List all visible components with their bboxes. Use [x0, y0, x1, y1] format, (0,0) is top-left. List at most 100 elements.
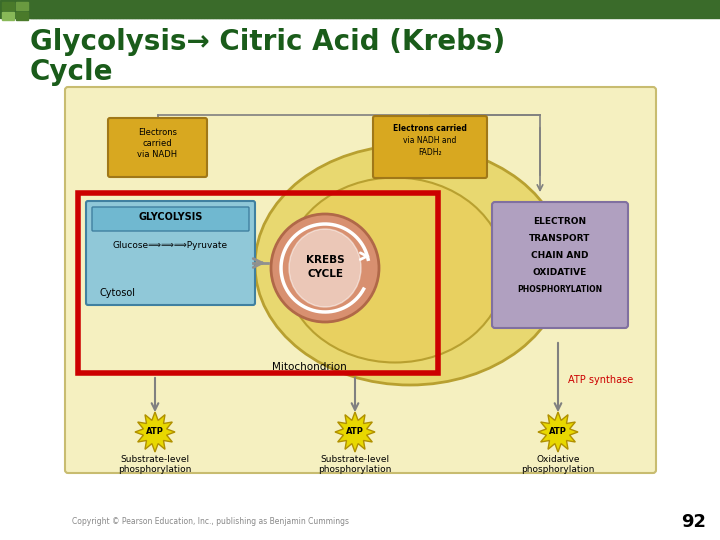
Bar	[16, 2, 28, 10]
Bar	[33, 0, 36, 18]
Bar	[573, 0, 576, 18]
Bar	[420, 0, 423, 18]
Bar	[576, 0, 579, 18]
Bar	[366, 0, 369, 18]
Bar	[522, 0, 525, 18]
Bar	[531, 0, 534, 18]
Bar	[57, 0, 60, 18]
Bar	[261, 0, 264, 18]
Bar	[114, 0, 117, 18]
Bar	[453, 0, 456, 18]
Bar	[42, 0, 45, 18]
Bar	[351, 0, 354, 18]
Bar	[297, 0, 300, 18]
Bar	[615, 0, 618, 18]
Bar	[135, 0, 138, 18]
Bar	[324, 0, 327, 18]
Text: Mitochondrion: Mitochondrion	[272, 362, 347, 372]
Bar	[309, 0, 312, 18]
Bar	[75, 0, 78, 18]
Ellipse shape	[289, 229, 361, 307]
Text: Electrons carried: Electrons carried	[393, 124, 467, 133]
Bar	[624, 0, 627, 18]
Bar	[207, 0, 210, 18]
Text: CHAIN AND: CHAIN AND	[531, 251, 589, 260]
Bar	[537, 0, 540, 18]
Bar	[534, 0, 537, 18]
Text: CYCLE: CYCLE	[307, 269, 343, 279]
Bar	[342, 0, 345, 18]
Bar	[321, 0, 324, 18]
Bar	[153, 0, 156, 18]
Bar	[228, 0, 231, 18]
Bar	[369, 0, 372, 18]
Bar	[558, 0, 561, 18]
Bar	[81, 0, 84, 18]
Bar	[108, 0, 111, 18]
Bar	[456, 0, 459, 18]
Bar	[165, 0, 168, 18]
Bar	[543, 0, 546, 18]
Bar	[279, 0, 282, 18]
Bar	[348, 0, 351, 18]
Bar	[117, 0, 120, 18]
Bar	[84, 0, 87, 18]
Polygon shape	[135, 412, 175, 452]
Text: via NADH and: via NADH and	[403, 136, 456, 145]
Bar	[540, 0, 543, 18]
Bar	[483, 0, 486, 18]
Bar	[507, 0, 510, 18]
Text: OXIDATIVE: OXIDATIVE	[533, 268, 587, 277]
Circle shape	[271, 214, 379, 322]
Bar	[306, 0, 309, 18]
Bar	[276, 0, 279, 18]
Bar	[405, 0, 408, 18]
Bar	[516, 0, 519, 18]
Bar	[501, 0, 504, 18]
Bar	[546, 0, 549, 18]
Bar	[363, 0, 366, 18]
Bar	[96, 0, 99, 18]
Bar	[303, 0, 306, 18]
Bar	[333, 0, 336, 18]
Bar	[591, 0, 594, 18]
Bar	[147, 0, 150, 18]
Text: via NADH: via NADH	[138, 150, 178, 159]
Bar	[504, 0, 507, 18]
Bar	[36, 0, 39, 18]
Bar	[294, 0, 297, 18]
Bar	[618, 0, 621, 18]
Bar	[561, 0, 564, 18]
Bar	[375, 0, 378, 18]
Polygon shape	[335, 412, 375, 452]
Bar	[612, 0, 615, 18]
Bar	[528, 0, 531, 18]
Bar	[471, 0, 474, 18]
Bar	[300, 0, 303, 18]
Bar	[180, 0, 183, 18]
FancyBboxPatch shape	[92, 207, 249, 231]
Bar	[111, 0, 114, 18]
FancyBboxPatch shape	[492, 202, 628, 328]
Bar	[144, 0, 147, 18]
Bar	[99, 0, 102, 18]
Polygon shape	[538, 412, 578, 452]
FancyBboxPatch shape	[108, 118, 207, 177]
Bar	[393, 0, 396, 18]
Bar	[462, 0, 465, 18]
Ellipse shape	[255, 145, 565, 385]
Bar	[480, 0, 483, 18]
Bar	[438, 0, 441, 18]
Text: ATP synthase: ATP synthase	[568, 375, 634, 385]
Text: 92: 92	[681, 513, 706, 531]
Bar	[141, 0, 144, 18]
Text: Glucose⟹⟹⟹Pyruvate: Glucose⟹⟹⟹Pyruvate	[113, 241, 228, 250]
Bar	[387, 0, 390, 18]
Bar	[486, 0, 489, 18]
Bar	[129, 0, 132, 18]
Bar	[447, 0, 450, 18]
FancyBboxPatch shape	[373, 116, 487, 178]
Bar	[579, 0, 582, 18]
Bar	[414, 0, 417, 18]
Bar	[417, 0, 420, 18]
